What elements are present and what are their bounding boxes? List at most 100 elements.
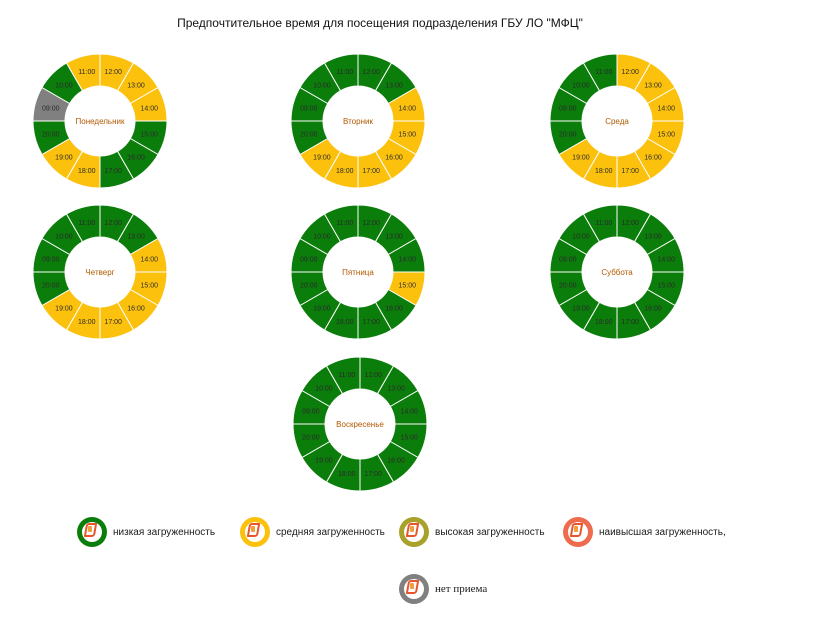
hour-segment: [65, 204, 101, 243]
hour-label: 18:00: [336, 168, 354, 175]
hour-segment: [582, 53, 618, 92]
hour-segment: [65, 53, 101, 92]
hour-label: 20:00: [42, 132, 60, 139]
hour-label: 20:00: [300, 132, 318, 139]
hour-label: 14:00: [140, 105, 158, 112]
hour-label: 17:00: [364, 471, 382, 478]
hour-label: 09:00: [42, 105, 60, 112]
hour-label: 14:00: [657, 256, 675, 263]
legend-label: наивысшая загруженность,: [599, 526, 726, 538]
hour-segment: [582, 204, 618, 243]
legend-item-medium: средняя загруженность: [240, 515, 385, 549]
day-wheel-0: 12:00 13:00 14:00 15:00 16:00 17:00 18:00 19:00…: [32, 53, 168, 189]
hour-label: 11:00: [595, 220, 612, 227]
hour-label: 09:00: [559, 256, 577, 263]
day-label: Четверг: [85, 268, 114, 277]
hour-label: 13:00: [127, 233, 145, 240]
page-title: Предпочтительное время для посещения под…: [177, 16, 583, 30]
hour-label: 09:00: [300, 105, 318, 112]
day-wheel-1: 12:00 13:00 14:00 15:00 16:00 17:00 18:00 19:00…: [290, 53, 426, 189]
hour-label: 14:00: [140, 256, 158, 263]
hour-label: 20:00: [300, 283, 318, 290]
mfc-logo-icon: [240, 517, 270, 547]
legend-item-high: высокая загруженность: [399, 515, 545, 549]
day-label: Пятница: [342, 268, 374, 277]
hour-label: 16:00: [385, 306, 403, 313]
day-label: Суббота: [601, 268, 633, 277]
hour-label: 20:00: [302, 435, 320, 442]
hour-label: 15:00: [140, 283, 158, 290]
hour-label: 18:00: [78, 168, 96, 175]
day-wheel-4: 12:00 13:00 14:00 15:00 16:00 17:00 18:00 19:00…: [290, 204, 426, 340]
hour-label: 10:00: [572, 233, 590, 240]
hour-label: 11:00: [78, 69, 95, 76]
hour-label: 13:00: [127, 82, 145, 89]
hour-label: 11:00: [78, 220, 95, 227]
hour-label: 19:00: [315, 458, 333, 465]
hour-label: 10:00: [315, 385, 333, 392]
hour-label: 13:00: [644, 233, 662, 240]
hour-label: 11:00: [338, 372, 355, 379]
legend-label: высокая загруженность: [435, 526, 545, 538]
hour-label: 14:00: [398, 105, 416, 112]
legend-label: средняя загруженность: [276, 526, 385, 538]
hour-label: 13:00: [385, 233, 403, 240]
day-wheel-5: 12:00 13:00 14:00 15:00 16:00 17:00 18:00 19:00…: [549, 204, 685, 340]
hour-label: 09:00: [300, 256, 318, 263]
hour-label: 12:00: [362, 220, 380, 227]
mfc-logo-icon: [77, 517, 107, 547]
hour-label: 14:00: [398, 256, 416, 263]
hour-label: 18:00: [595, 319, 613, 326]
hour-label: 12:00: [104, 69, 122, 76]
hour-label: 15:00: [657, 283, 675, 290]
legend-item-low: низкая загруженность: [77, 515, 215, 549]
hour-segment: [323, 204, 359, 243]
hour-label: 16:00: [127, 306, 145, 313]
hour-label: 20:00: [559, 283, 577, 290]
hour-label: 19:00: [572, 155, 590, 162]
hour-label: 17:00: [362, 319, 380, 326]
hour-segment: [323, 53, 359, 92]
hour-label: 19:00: [313, 155, 331, 162]
hour-label: 13:00: [385, 82, 403, 89]
hour-label: 15:00: [398, 132, 416, 139]
hour-label: 10:00: [313, 82, 331, 89]
hour-label: 18:00: [595, 168, 613, 175]
hour-label: 10:00: [55, 233, 73, 240]
hour-label: 12:00: [621, 220, 639, 227]
hour-label: 16:00: [644, 155, 662, 162]
hour-label: 14:00: [657, 105, 675, 112]
hour-label: 17:00: [104, 168, 122, 175]
mfc-logo-icon: [399, 517, 429, 547]
hour-label: 12:00: [621, 69, 639, 76]
hour-label: 12:00: [362, 69, 380, 76]
hour-segment: [325, 356, 361, 395]
hour-label: 09:00: [302, 408, 320, 415]
day-label: Среда: [605, 117, 629, 126]
hour-label: 11:00: [336, 220, 353, 227]
hour-label: 13:00: [644, 82, 662, 89]
day-wheel-3: 12:00 13:00 14:00 15:00 16:00 17:00 18:00 19:00…: [32, 204, 168, 340]
hour-label: 15:00: [657, 132, 675, 139]
hour-label: 18:00: [78, 319, 96, 326]
hour-label: 16:00: [127, 155, 145, 162]
hour-label: 19:00: [55, 306, 73, 313]
legend-label: низкая загруженность: [113, 526, 216, 538]
day-label: Воскресенье: [336, 420, 384, 429]
hour-label: 12:00: [364, 372, 382, 379]
hour-label: 18:00: [338, 471, 356, 478]
day-wheel-2: 12:00 13:00 14:00 15:00 16:00 17:00 18:00 19:00…: [549, 53, 685, 189]
hour-label: 15:00: [398, 283, 416, 290]
hour-label: 19:00: [572, 306, 590, 313]
hour-label: 09:00: [42, 256, 60, 263]
legend-item-highest: наивысшая загруженность,: [563, 515, 726, 549]
mfc-logo-icon: [399, 574, 429, 604]
day-label: Вторник: [343, 117, 373, 126]
hour-label: 17:00: [362, 168, 380, 175]
day-wheel-6: 12:00 13:00 14:00 15:00 16:00 17:00 18:00 19:00…: [292, 356, 428, 492]
hour-label: 11:00: [595, 69, 612, 76]
hour-label: 10:00: [55, 82, 73, 89]
hour-label: 13:00: [387, 385, 405, 392]
hour-label: 17:00: [104, 319, 122, 326]
